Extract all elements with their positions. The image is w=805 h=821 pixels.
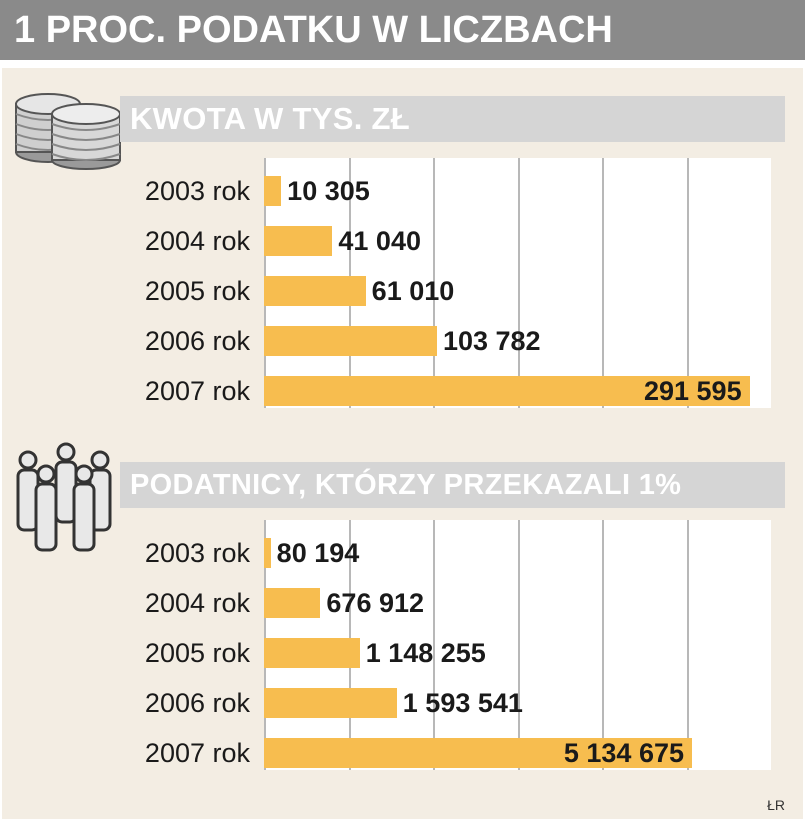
bar [264,326,437,356]
gridline [433,520,435,770]
data-label: 1 148 255 [365,638,486,668]
category-label: 2003 rok [144,538,250,568]
people-icon [16,442,112,552]
bar [264,688,397,718]
category-label: 2007 rok [144,738,250,768]
section-header-taxpayers: PODATNICY, KTÓRZY PRZEKAZALI 1% [120,462,785,508]
gridline [602,520,604,770]
data-label: 80 194 [276,538,360,568]
gridline [686,158,689,408]
category-label: 2004 rok [144,226,250,256]
data-label: 5 134 675 [563,738,684,768]
gridline [433,158,435,408]
bar [264,588,321,618]
category-label: 2006 rok [144,688,250,718]
data-label: 291 595 [643,376,742,406]
bar [264,276,366,306]
data-label: 103 782 [442,326,541,356]
data-label: 1 593 541 [402,688,523,718]
gridline [686,520,689,770]
data-label: 676 912 [326,588,425,618]
bar [264,376,750,406]
bar [264,538,271,568]
chart-taxpayers: 80 194 676 912 1 148 255 1 593 541 5 134 675 [264,520,771,770]
category-label: 2005 rok [144,276,250,306]
section-header-amount: KWOTA W TYS. ZŁ [120,96,785,142]
gridline [517,520,520,770]
page-title: 1 PROC. PODATKU W LICZBACH [0,0,805,60]
category-label: 2004 rok [144,588,250,618]
source-credit: ŁR [767,797,785,813]
category-label: 2007 rok [144,376,250,406]
bar [264,738,692,768]
category-label: 2005 rok [144,638,250,668]
category-label: 2006 rok [144,326,250,356]
data-label: 10 305 [287,176,370,206]
category-label: 2003 rok [144,176,250,206]
data-label: 61 010 [371,276,455,306]
gridline [517,158,520,408]
bar [264,176,282,206]
gridline [602,158,604,408]
data-label: 41 040 [338,226,421,256]
bar [264,226,333,256]
bar [264,638,360,668]
coins-icon [15,93,121,170]
chart-amount: 10 305 41 040 61 010 103 782 291 595 [264,158,771,408]
